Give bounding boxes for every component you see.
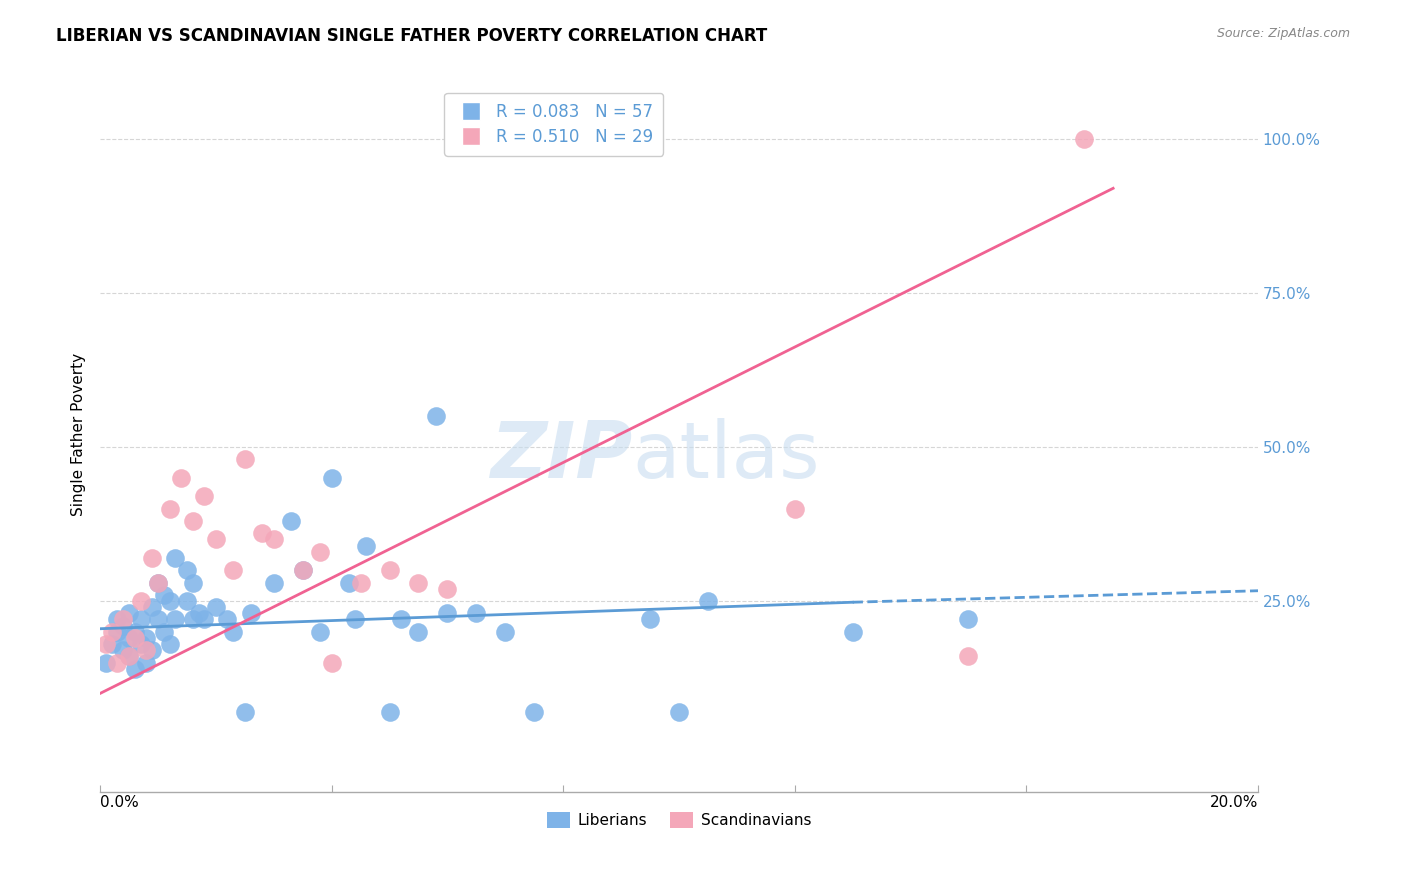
Point [291, 563, 314, 577]
Point [118, 649, 141, 664]
Text: Source: ZipAtlas.com: Source: ZipAtlas.com [1216, 27, 1350, 40]
Point [187, 607, 209, 621]
Point [141, 600, 163, 615]
Point [250, 526, 273, 541]
Point [783, 501, 806, 516]
Point [141, 550, 163, 565]
Point [153, 624, 176, 639]
Point [129, 637, 152, 651]
Point [222, 563, 245, 577]
Point [94, 637, 117, 651]
Point [176, 563, 198, 577]
Point [112, 618, 135, 632]
Point [129, 594, 152, 608]
Point [159, 501, 181, 516]
Point [135, 643, 157, 657]
Point [436, 582, 458, 596]
Point [349, 575, 371, 590]
Point [100, 624, 122, 639]
Point [291, 563, 314, 577]
Point [222, 624, 245, 639]
Point [107, 612, 129, 626]
Point [233, 452, 256, 467]
Point [146, 575, 169, 590]
Point [159, 594, 181, 608]
Point [494, 624, 516, 639]
Point [321, 656, 343, 670]
Point [280, 514, 302, 528]
Point [957, 612, 980, 626]
Point [436, 607, 458, 621]
Point [135, 656, 157, 670]
Point [107, 656, 129, 670]
Point [176, 594, 198, 608]
Point [425, 409, 447, 424]
Point [1073, 132, 1095, 146]
Point [957, 649, 980, 664]
Point [129, 612, 152, 626]
Legend: Liberians, Scandinavians: Liberians, Scandinavians [541, 806, 817, 834]
Point [408, 575, 430, 590]
Point [638, 612, 661, 626]
Point [124, 662, 146, 676]
Point [356, 539, 378, 553]
Point [193, 489, 215, 503]
Point [146, 575, 169, 590]
Point [205, 533, 228, 547]
Point [217, 612, 239, 626]
Point [321, 471, 343, 485]
Point [697, 594, 720, 608]
Point [263, 533, 285, 547]
Point [94, 656, 117, 670]
Point [841, 624, 863, 639]
Point [181, 612, 204, 626]
Point [118, 649, 141, 664]
Point [146, 612, 169, 626]
Point [141, 643, 163, 657]
Point [181, 575, 204, 590]
Text: LIBERIAN VS SCANDINAVIAN SINGLE FATHER POVERTY CORRELATION CHART: LIBERIAN VS SCANDINAVIAN SINGLE FATHER P… [56, 27, 768, 45]
Point [165, 612, 187, 626]
Point [465, 607, 488, 621]
Point [408, 624, 430, 639]
Point [193, 612, 215, 626]
Point [170, 471, 193, 485]
Point [263, 575, 285, 590]
Point [309, 624, 332, 639]
Point [159, 637, 181, 651]
Point [343, 612, 366, 626]
Point [337, 575, 360, 590]
Point [523, 705, 546, 719]
Point [165, 550, 187, 565]
Point [135, 631, 157, 645]
Point [309, 545, 332, 559]
Point [239, 607, 262, 621]
Point [124, 624, 146, 639]
Point [118, 631, 141, 645]
Point [118, 607, 141, 621]
Point [153, 588, 176, 602]
Text: atlas: atlas [633, 418, 820, 494]
Point [668, 705, 690, 719]
Text: ZIP: ZIP [491, 418, 633, 494]
Point [389, 612, 412, 626]
Text: 0.0%: 0.0% [100, 795, 139, 810]
Y-axis label: Single Father Poverty: Single Father Poverty [72, 353, 86, 516]
Point [378, 705, 401, 719]
Point [107, 624, 129, 639]
Point [100, 637, 122, 651]
Point [112, 612, 135, 626]
Point [378, 563, 401, 577]
Point [205, 600, 228, 615]
Text: 20.0%: 20.0% [1209, 795, 1258, 810]
Point [124, 631, 146, 645]
Point [181, 514, 204, 528]
Point [233, 705, 256, 719]
Point [112, 643, 135, 657]
